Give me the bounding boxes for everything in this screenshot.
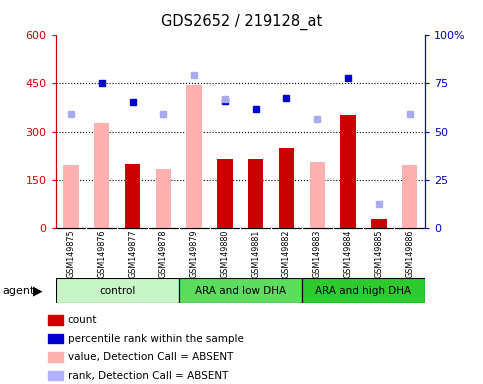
Bar — [302, 278, 425, 303]
Text: GSM149878: GSM149878 — [159, 229, 168, 278]
Text: GDS2652 / 219128_at: GDS2652 / 219128_at — [161, 13, 322, 30]
Bar — [279, 148, 294, 228]
Text: GSM149883: GSM149883 — [313, 229, 322, 278]
Bar — [371, 219, 386, 228]
Bar — [371, 219, 386, 228]
Text: GSM149886: GSM149886 — [405, 229, 414, 278]
Text: GSM149881: GSM149881 — [251, 229, 260, 278]
Bar — [341, 115, 356, 228]
Bar — [248, 159, 263, 228]
Bar — [156, 169, 171, 228]
Bar — [310, 162, 325, 228]
Text: control: control — [99, 286, 135, 296]
Text: ARA and high DHA: ARA and high DHA — [315, 286, 412, 296]
Text: GSM149879: GSM149879 — [190, 229, 199, 278]
Text: rank, Detection Call = ABSENT: rank, Detection Call = ABSENT — [68, 371, 228, 381]
Bar — [63, 166, 79, 228]
Text: GSM149884: GSM149884 — [343, 229, 353, 278]
Text: ARA and low DHA: ARA and low DHA — [195, 286, 286, 296]
Text: ▶: ▶ — [33, 285, 43, 297]
Text: GSM149885: GSM149885 — [374, 229, 384, 278]
Bar — [125, 164, 140, 228]
Bar — [94, 123, 110, 228]
Text: count: count — [68, 315, 97, 325]
Text: value, Detection Call = ABSENT: value, Detection Call = ABSENT — [68, 352, 233, 362]
Bar — [56, 278, 179, 303]
Bar — [179, 278, 302, 303]
Text: GSM149882: GSM149882 — [282, 229, 291, 278]
Bar — [402, 166, 417, 228]
Text: GSM149880: GSM149880 — [220, 229, 229, 278]
Text: GSM149876: GSM149876 — [97, 229, 106, 278]
Bar — [217, 159, 233, 228]
Text: GSM149875: GSM149875 — [67, 229, 75, 278]
Text: percentile rank within the sample: percentile rank within the sample — [68, 334, 243, 344]
Text: agent: agent — [2, 286, 35, 296]
Bar — [186, 84, 202, 228]
Text: GSM149877: GSM149877 — [128, 229, 137, 278]
